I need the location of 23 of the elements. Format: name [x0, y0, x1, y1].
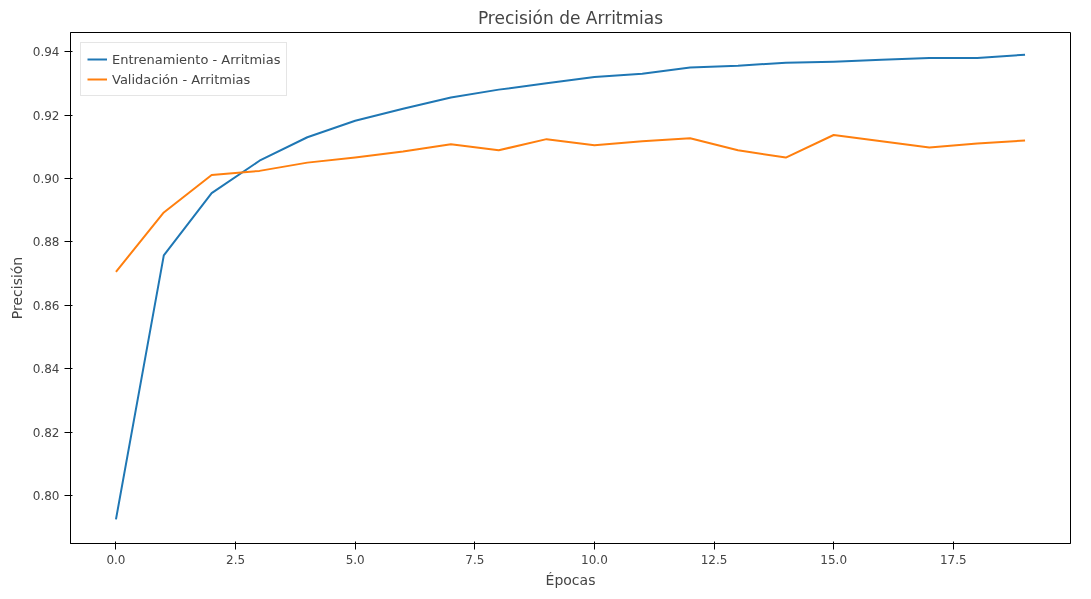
- x-tick-label: 5.0: [345, 552, 365, 567]
- y-tick-label: 0.84: [32, 362, 60, 377]
- y-axis-title: Precisión: [8, 256, 25, 320]
- x-tick-label: 10.0: [581, 552, 608, 567]
- x-axis-title: Épocas: [545, 571, 596, 588]
- y-tick-label: 0.80: [32, 489, 60, 504]
- legend-label: Validación - Arritmias: [112, 71, 251, 87]
- line-series: [114, 134, 1027, 273]
- y-tick-label: 0.90: [32, 172, 60, 186]
- y-tick-label: 0.94: [32, 45, 60, 60]
- x-tick-label: 7.5: [465, 552, 485, 567]
- x-tick-label: 15.0: [820, 552, 848, 567]
- legend-label: Entrenamiento - Arritmias: [112, 51, 281, 67]
- x-tick-label: 0.0: [106, 552, 126, 567]
- y-tick-label: 0.92: [32, 108, 60, 123]
- y-tick-label: 0.88: [32, 235, 60, 250]
- x-tick-label: 12.5: [700, 552, 728, 567]
- y-tick-label: 0.86: [32, 298, 60, 313]
- y-tick-label: 0.82: [32, 425, 60, 440]
- chart-title: Precisión de Arritmias: [477, 7, 664, 28]
- line-series: [114, 53, 1027, 521]
- x-tick-label: 17.5: [939, 552, 967, 567]
- x-tick-label: 2.5: [226, 552, 246, 567]
